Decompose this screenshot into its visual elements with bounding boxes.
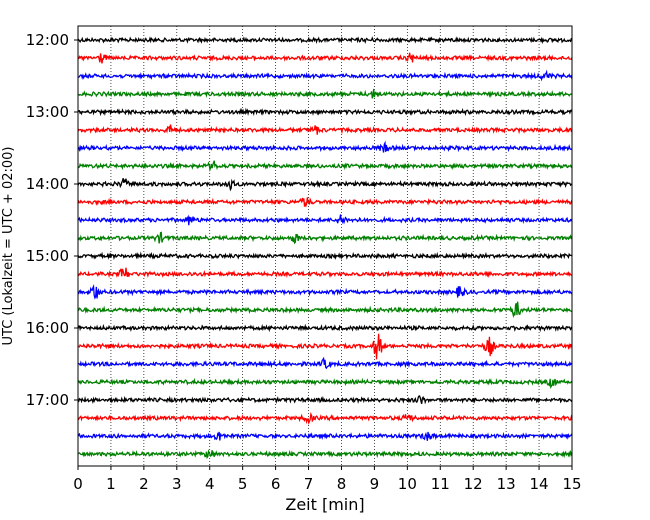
trace-1515 xyxy=(77,267,573,279)
trace-1300 xyxy=(77,107,573,117)
trace-1330 xyxy=(77,140,573,153)
trace-1200 xyxy=(77,36,573,45)
plot-background xyxy=(78,26,572,466)
trace-1430 xyxy=(77,214,573,226)
trace-1700 xyxy=(77,395,573,405)
y-tick-label: 13:00 xyxy=(26,103,69,121)
x-tick-label: 13 xyxy=(497,475,516,493)
trace-1315 xyxy=(77,124,573,135)
x-tick-label: 2 xyxy=(139,475,149,493)
trace-1400 xyxy=(77,178,573,192)
x-tick-label: 6 xyxy=(271,475,281,493)
trace-1645 xyxy=(77,377,573,389)
trace-1545 xyxy=(77,301,573,319)
x-tick-label: 0 xyxy=(73,475,83,493)
trace-1745 xyxy=(77,449,573,460)
x-tick-label: 15 xyxy=(562,475,581,493)
y-axis-label: UTC (Lokalzeit = UTC + 02:00) xyxy=(1,147,16,346)
x-tick-label: 4 xyxy=(205,475,215,493)
x-tick-label: 3 xyxy=(172,475,182,493)
trace-1445 xyxy=(77,231,573,245)
y-tick-label: 15:00 xyxy=(26,247,69,265)
x-tick-label: 12 xyxy=(464,475,483,493)
x-tick-label: 1 xyxy=(106,475,116,493)
x-tick-label: 11 xyxy=(431,475,450,493)
x-tick-label: 8 xyxy=(337,475,347,493)
trace-1415 xyxy=(77,197,573,208)
trace-1715 xyxy=(77,411,573,425)
y-tick-label: 16:00 xyxy=(26,319,69,337)
x-axis-ticks: 0 1 2 3 4 5 6 7 8 9 10 11 12 13 14 15 xyxy=(73,466,582,493)
trace-1630 xyxy=(77,356,573,370)
y-tick-label: 14:00 xyxy=(26,175,69,193)
x-tick-label: 14 xyxy=(530,475,549,493)
y-tick-label: 12:00 xyxy=(26,31,69,49)
y-axis-ticks: 12:00 13:00 14:00 15:00 16:00 17:00 xyxy=(26,31,78,409)
trace-1215 xyxy=(77,52,573,64)
trace-1615 xyxy=(77,333,573,360)
trace-1600 xyxy=(77,323,573,333)
trace-1500 xyxy=(77,251,573,261)
x-tick-label: 7 xyxy=(304,475,314,493)
plot-frame xyxy=(77,25,573,467)
grid-lines xyxy=(110,26,540,466)
x-tick-label: 9 xyxy=(370,475,380,493)
traces xyxy=(77,36,573,460)
x-tick-label: 10 xyxy=(398,475,417,493)
trace-1730 xyxy=(77,431,573,441)
x-tick-label: 5 xyxy=(238,475,248,493)
trace-1230 xyxy=(77,69,573,82)
trace-1345 xyxy=(77,160,573,172)
trace-1245 xyxy=(77,88,573,99)
x-axis-label: Zeit [min] xyxy=(285,495,364,514)
trace-1530 xyxy=(77,283,573,300)
y-tick-label: 17:00 xyxy=(26,391,69,409)
